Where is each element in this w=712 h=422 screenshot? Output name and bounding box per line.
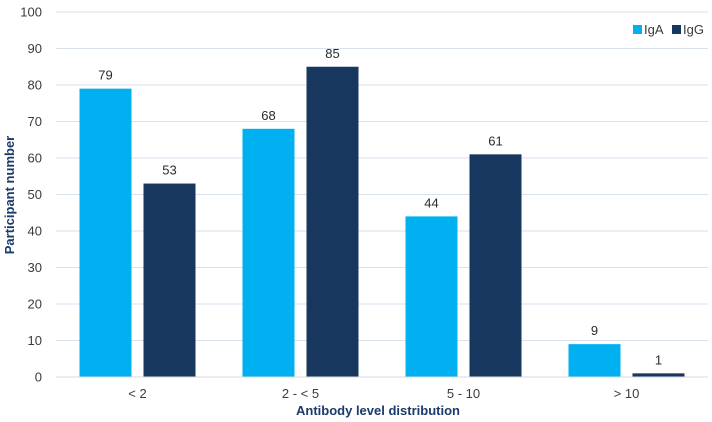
data-labels: 79 53 68 85 44 61 9 1 — [98, 46, 662, 368]
data-label: 61 — [488, 133, 502, 148]
y-tick-label: 60 — [28, 151, 42, 166]
legend-swatch-igg — [672, 25, 681, 34]
bar-iga-4 — [568, 344, 621, 377]
data-label: 1 — [655, 352, 662, 367]
y-tick-label: 30 — [28, 260, 42, 275]
y-tick-label: 20 — [28, 297, 42, 312]
x-tick-label: 2 - < 5 — [282, 386, 319, 401]
bar-igg-3 — [469, 154, 522, 377]
bar-iga-3 — [405, 216, 458, 377]
bars — [79, 66, 685, 378]
y-tick-label: 70 — [28, 114, 42, 129]
bar-igg-2 — [306, 66, 359, 377]
y-tick-label: 100 — [20, 5, 42, 20]
x-tick-label: < 2 — [128, 386, 146, 401]
y-tick-label: 90 — [28, 41, 42, 56]
data-label: 9 — [591, 323, 598, 338]
x-tick-label: > 10 — [614, 386, 640, 401]
data-label: 53 — [162, 163, 176, 178]
legend-label: IgA — [644, 22, 664, 37]
bar-igg-1 — [143, 183, 196, 377]
data-label: 68 — [261, 108, 275, 123]
y-tick-label: 40 — [28, 224, 42, 239]
data-label: 85 — [325, 46, 339, 61]
y-tick-label: 0 — [35, 370, 42, 385]
y-tick-label: 10 — [28, 333, 42, 348]
legend-label: IgG — [683, 22, 704, 37]
bar-iga-1 — [79, 88, 132, 378]
x-axis-ticks: < 2 2 - < 5 5 - 10 > 10 — [128, 386, 639, 401]
bar-iga-2 — [242, 128, 295, 377]
data-label: 79 — [98, 68, 112, 83]
legend-swatch-iga — [633, 25, 642, 34]
y-axis-title: Participant number — [2, 136, 17, 254]
x-axis-title: Antibody level distribution — [296, 403, 460, 418]
bar-igg-4 — [632, 373, 685, 377]
x-tick-label: 5 - 10 — [447, 386, 480, 401]
y-tick-label: 80 — [28, 78, 42, 93]
legend: IgA IgG — [633, 22, 704, 37]
y-axis-ticks: 0 10 20 30 40 50 60 70 80 90 100 — [20, 5, 42, 385]
y-tick-label: 50 — [28, 187, 42, 202]
data-label: 44 — [424, 195, 438, 210]
